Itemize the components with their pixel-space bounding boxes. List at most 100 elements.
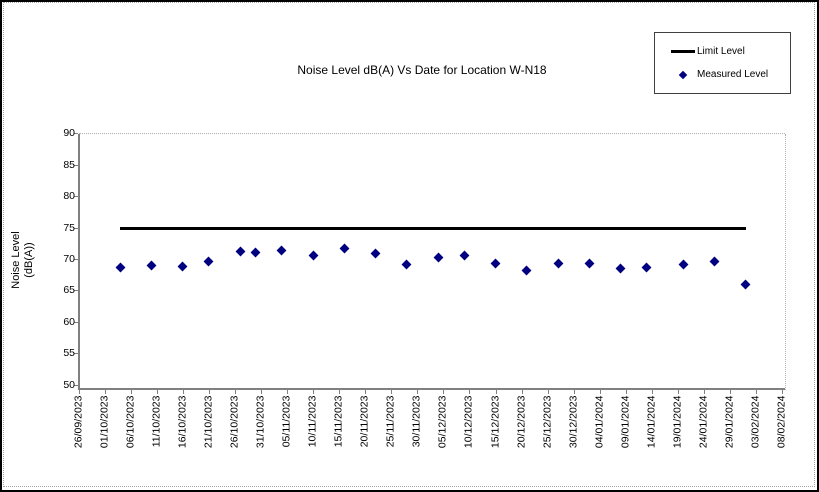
x-axis-tick bbox=[573, 390, 575, 394]
x-axis-tick bbox=[339, 390, 341, 394]
x-tick-label: 20/12/2023 bbox=[515, 395, 528, 449]
y-axis-tick bbox=[74, 227, 78, 229]
measured-level-point bbox=[521, 265, 532, 276]
measured-level-point bbox=[401, 259, 412, 270]
limit-line-sample-icon bbox=[671, 50, 695, 53]
measured-level-point bbox=[370, 248, 381, 259]
measured-level-point bbox=[276, 245, 287, 255]
x-tick-label: 15/12/2023 bbox=[489, 395, 501, 449]
x-tick-label: 05/11/2023 bbox=[280, 395, 293, 448]
measured-level-point bbox=[339, 243, 350, 254]
x-axis-tick bbox=[651, 390, 653, 394]
measured-level-point bbox=[250, 247, 261, 258]
measured-level-point bbox=[615, 263, 626, 274]
measured-level-point bbox=[146, 260, 157, 271]
x-axis-tick bbox=[469, 390, 471, 394]
x-tick-label: 03/02/2024 bbox=[749, 395, 762, 449]
x-tick-label: 29/01/2024 bbox=[723, 395, 736, 449]
measured-level-point bbox=[709, 257, 720, 267]
limit-level-line bbox=[120, 227, 746, 230]
y-tick-label: 50 bbox=[63, 378, 75, 391]
x-axis-tick bbox=[156, 390, 158, 394]
x-axis-tick bbox=[599, 390, 601, 394]
measured-level-point bbox=[203, 257, 214, 267]
x-tick-label: 21/10/2023 bbox=[202, 395, 215, 449]
x-tick-label: 25/11/2023 bbox=[384, 395, 397, 448]
y-axis-tick bbox=[74, 196, 78, 198]
x-tick-label: 10/11/2023 bbox=[306, 395, 319, 448]
legend-item-limit-level: Limit Level bbox=[671, 45, 790, 59]
x-axis-tick bbox=[130, 390, 132, 394]
x-axis-tick bbox=[495, 390, 497, 394]
y-axis-tick bbox=[74, 164, 78, 166]
measured-level-point bbox=[553, 258, 563, 269]
y-tick-label: 60 bbox=[63, 315, 75, 328]
x-tick-label: 26/10/2023 bbox=[228, 395, 241, 449]
x-tick-label: 11/10/2023 bbox=[150, 395, 163, 448]
x-axis-tick bbox=[104, 390, 106, 394]
y-tick-label: 90 bbox=[63, 127, 75, 140]
x-tick-label: 31/10/2023 bbox=[254, 395, 267, 449]
x-axis-tick bbox=[78, 390, 80, 394]
x-tick-label: 19/01/2024 bbox=[671, 395, 684, 449]
x-axis-line bbox=[78, 388, 785, 390]
x-tick-label: 09/01/2024 bbox=[619, 395, 632, 449]
x-tick-label: 16/10/2023 bbox=[176, 395, 189, 449]
y-axis-tick bbox=[74, 133, 78, 135]
x-tick-label: 20/11/2023 bbox=[358, 395, 371, 448]
x-tick-label: 04/01/2024 bbox=[593, 395, 606, 449]
x-axis-tick bbox=[729, 390, 731, 394]
measured-level-point bbox=[235, 246, 246, 257]
measured-marker-cell bbox=[671, 70, 695, 79]
x-axis-tick bbox=[208, 390, 210, 394]
plot-top-gridline bbox=[79, 133, 785, 134]
measured-level-point bbox=[584, 258, 595, 269]
y-axis-line bbox=[78, 134, 80, 390]
x-axis-tick bbox=[287, 390, 289, 394]
x-axis-tick bbox=[182, 390, 184, 394]
x-axis-tick bbox=[521, 390, 523, 394]
x-tick-label: 14/01/2024 bbox=[645, 395, 658, 449]
plot-right-border bbox=[785, 134, 786, 390]
y-tick-label: 75 bbox=[63, 221, 75, 234]
measured-level-point bbox=[115, 262, 126, 273]
measured-level-point bbox=[678, 259, 688, 270]
legend-limit-label: Limit Level bbox=[697, 46, 745, 57]
measured-level-point bbox=[433, 252, 444, 263]
legend-item-measured-level: Measured Level bbox=[671, 68, 790, 82]
x-tick-label: 08/02/2024 bbox=[775, 395, 788, 449]
y-axis-tick bbox=[74, 353, 78, 355]
y-axis-tick bbox=[74, 321, 78, 323]
x-axis-tick bbox=[782, 390, 784, 394]
x-tick-label: 10/12/2023 bbox=[462, 395, 475, 449]
y-axis-tick bbox=[74, 290, 78, 292]
x-tick-label: 05/12/2023 bbox=[436, 395, 449, 449]
y-tick-label: 70 bbox=[63, 252, 75, 265]
x-axis-tick bbox=[703, 390, 705, 394]
y-axis-title-line1: Noise Level bbox=[10, 231, 22, 289]
chart-title: Noise Level dB(A) Vs Date for Location W… bbox=[297, 63, 547, 77]
y-axis-tick bbox=[74, 384, 78, 386]
y-tick-label: 55 bbox=[63, 347, 75, 360]
measured-level-point bbox=[641, 262, 652, 273]
measured-level-point bbox=[490, 258, 501, 269]
y-tick-label: 85 bbox=[63, 158, 75, 171]
x-axis-tick bbox=[313, 390, 315, 394]
x-axis-tick bbox=[235, 390, 236, 394]
x-tick-label: 25/12/2023 bbox=[541, 395, 554, 449]
x-axis-tick bbox=[756, 390, 757, 394]
x-axis-tick bbox=[365, 390, 367, 394]
measured-level-point bbox=[308, 250, 319, 261]
x-axis-tick bbox=[625, 390, 627, 394]
x-tick-label: 01/10/2023 bbox=[98, 395, 111, 449]
x-tick-label: 15/11/2023 bbox=[332, 395, 345, 448]
x-axis-tick bbox=[391, 390, 393, 394]
x-axis-tick bbox=[443, 390, 445, 394]
y-axis-tick bbox=[74, 258, 78, 260]
legend: Limit Level Measured Level bbox=[654, 32, 791, 94]
x-tick-label: 06/10/2023 bbox=[124, 395, 137, 449]
legend-measured-label: Measured Level bbox=[697, 69, 769, 80]
x-axis-tick bbox=[547, 390, 549, 394]
x-axis-tick bbox=[417, 390, 419, 394]
